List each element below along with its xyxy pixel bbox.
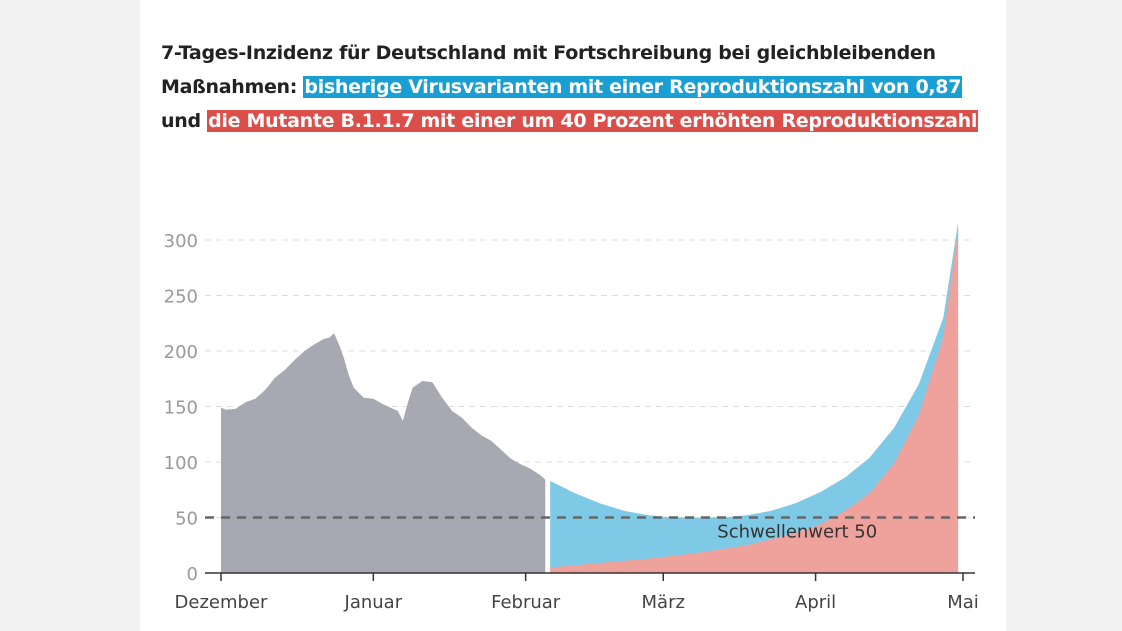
title-highlight-blue: bisherige Virusvarianten mit einer Repro… — [303, 76, 963, 98]
x-tick-label-3: März — [642, 592, 685, 613]
y-tick-label-300: 300 — [164, 231, 198, 252]
threshold-label: Schwellenwert 50 — [717, 522, 877, 543]
title-highlight-red: die Mutante B.1.1.7 mit einer um 40 Proz… — [207, 110, 979, 132]
x-tick-label-4: April — [795, 592, 836, 613]
series-area-history — [221, 333, 546, 573]
y-tick-label-200: 200 — [164, 342, 198, 363]
series-area-mutante — [550, 228, 959, 573]
x-tick-label-2: Februar — [491, 592, 561, 613]
y-tick-label-50: 50 — [175, 509, 198, 530]
x-tick-label-1: Januar — [344, 592, 403, 613]
x-tick-label-0: Dezember — [175, 592, 268, 613]
x-tick-label-5: Mai — [947, 592, 979, 613]
chart-title: 7-Tages-Inzidenz für Deutschland mit For… — [161, 36, 981, 138]
series-area-bisherige — [550, 222, 959, 573]
title-connector: und — [161, 110, 208, 132]
y-tick-label-100: 100 — [164, 453, 198, 474]
y-tick-label-250: 250 — [164, 287, 198, 308]
y-tick-label-150: 150 — [164, 398, 198, 419]
y-tick-label-0: 0 — [187, 564, 198, 585]
title-main: 7-Tages-Inzidenz für Deutschland mit For… — [161, 42, 936, 98]
